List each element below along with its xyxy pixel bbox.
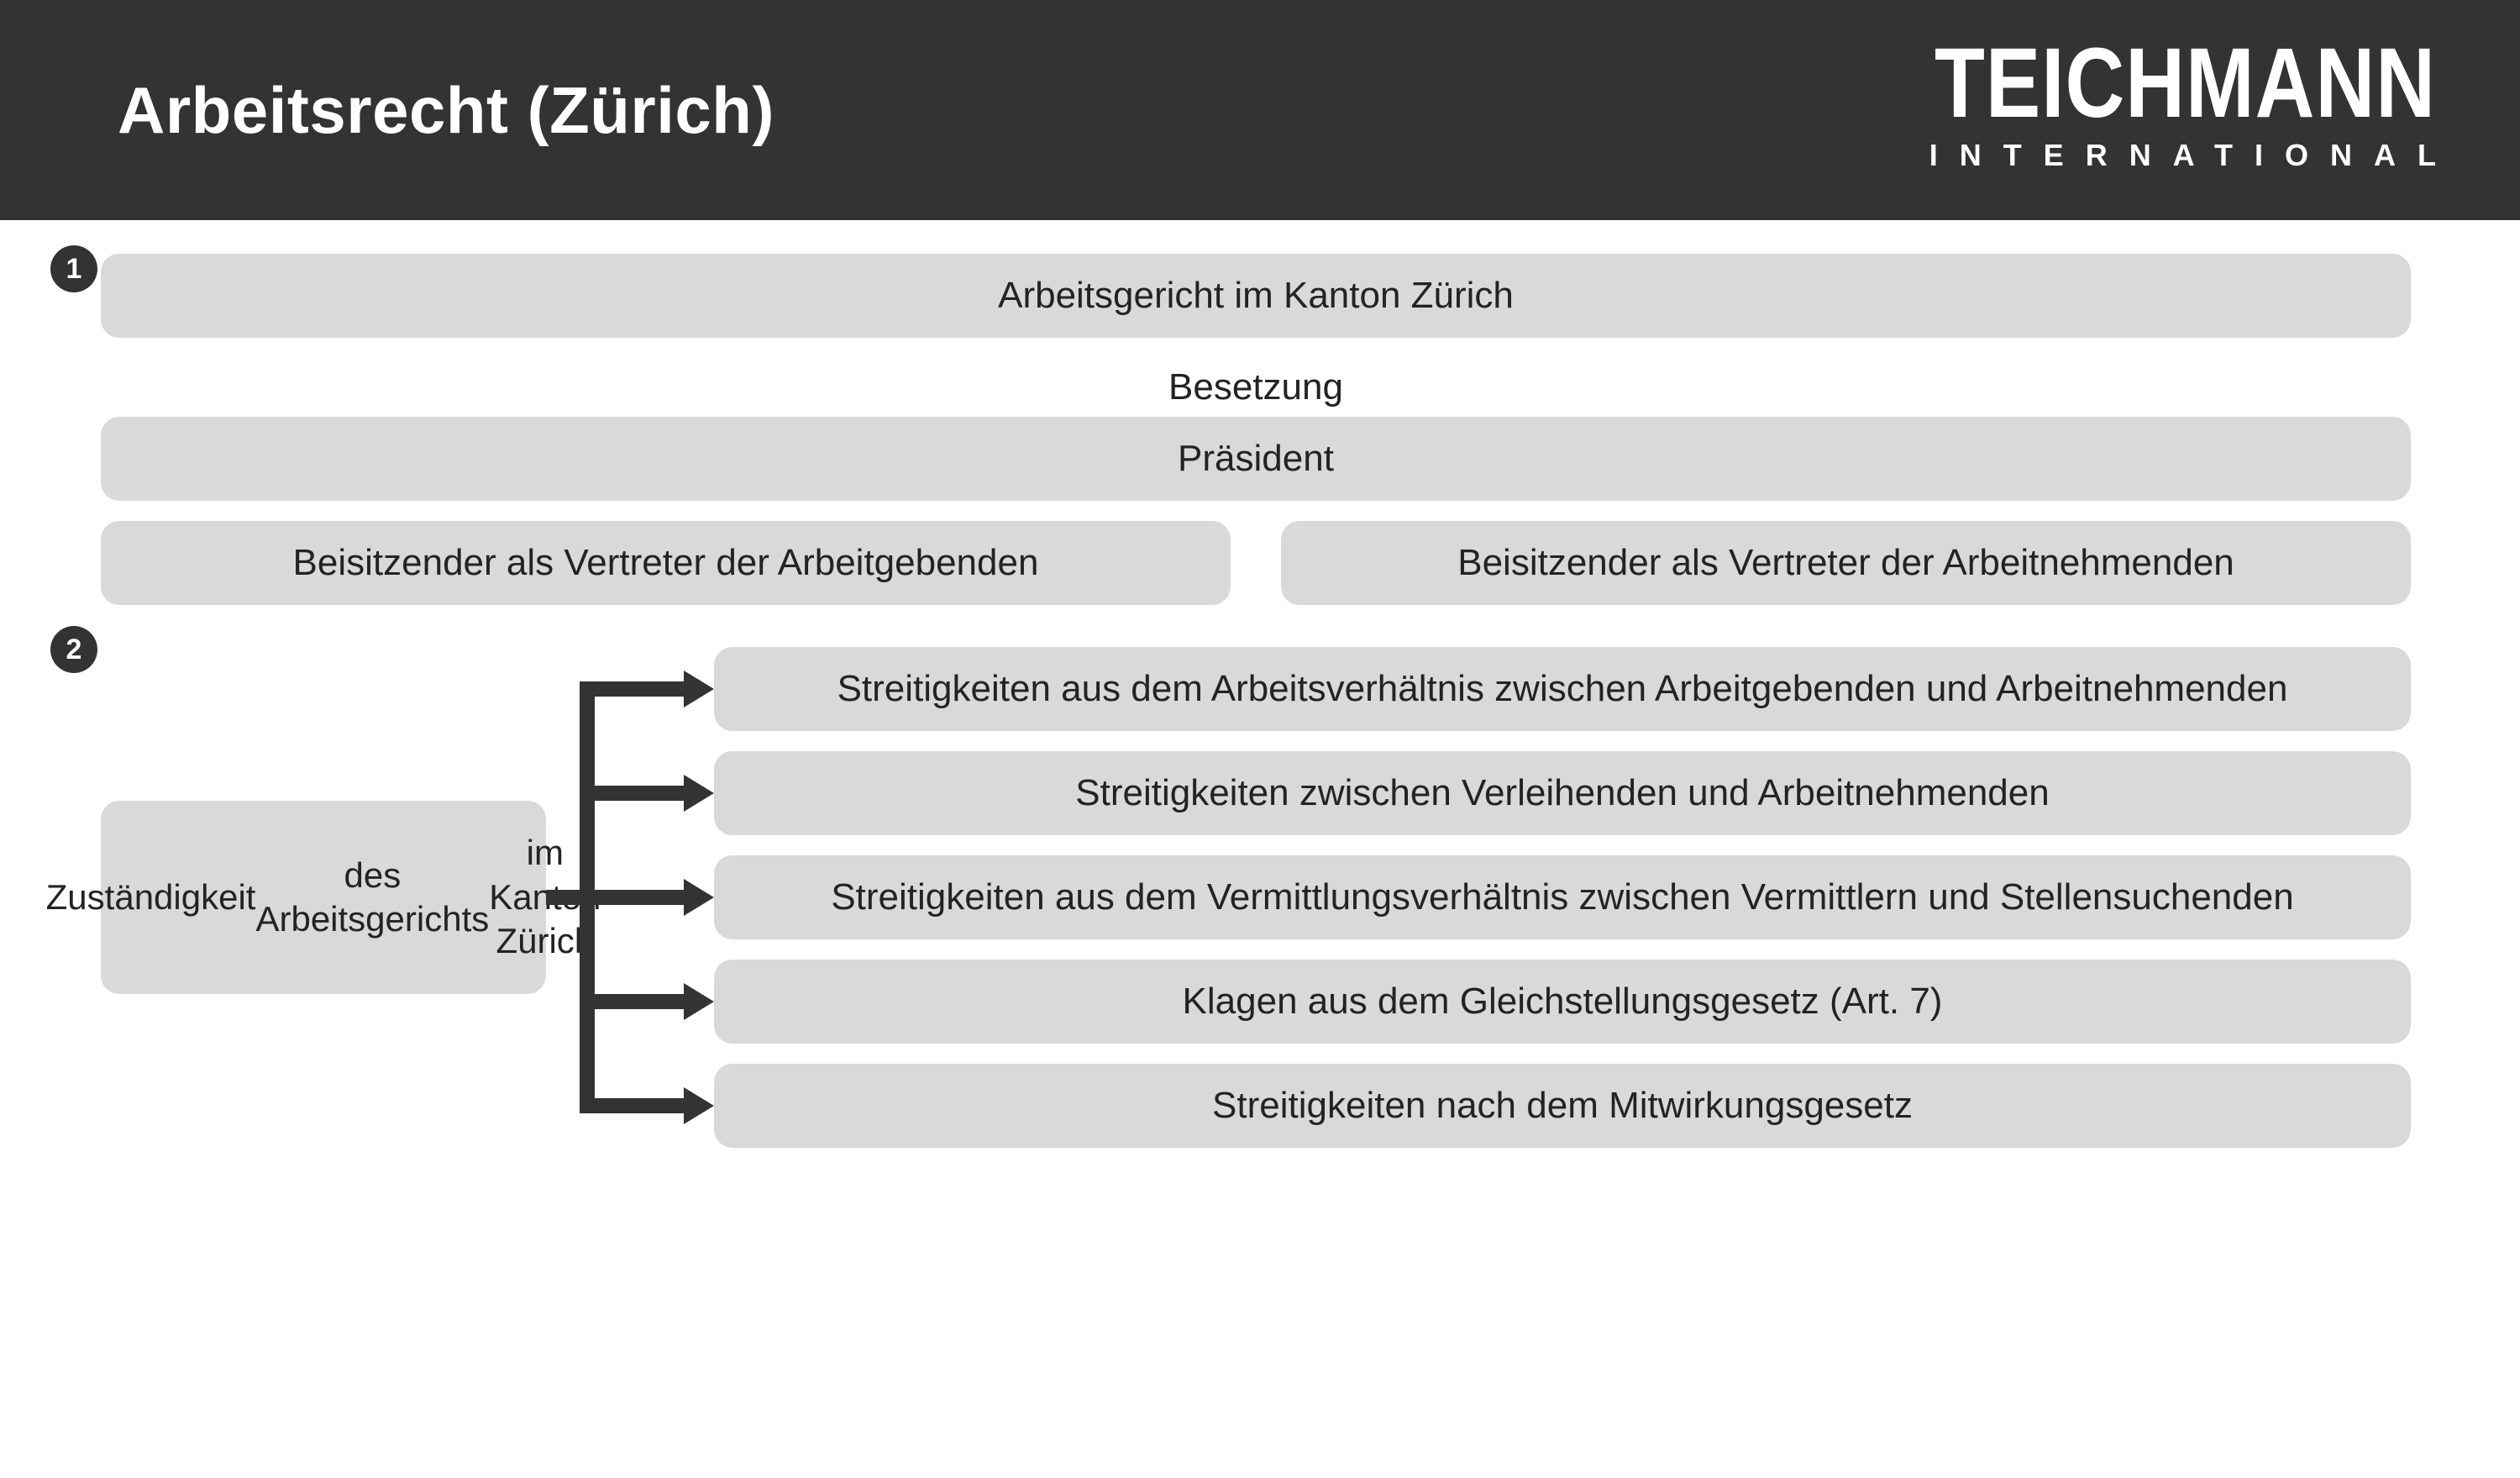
pill-arbeitsgericht: Arbeitsgericht im Kanton Zürich [101,254,2411,338]
section-2-left-col: Zuständigkeitdes Arbeitsgerichtsim Kanto… [101,647,546,1148]
brand-logo-top: TEICHMANN [1929,33,2436,132]
pill-beisitzender-arbeitgebende: Beisitzender als Vertreter der Arbeitgeb… [101,521,1231,605]
page-title: Arbeitsrecht (Zürich) [118,72,774,149]
connector-svg [546,647,714,1148]
section-2-badge: 2 [50,626,97,673]
pill-jurisdiction-item: Streitigkeiten zwischen Verleihenden und… [714,751,2411,835]
section-1: 1 Arbeitsgericht im Kanton Zürich Besetz… [84,254,2436,605]
brand-logo: TEICHMANN INTERNATIONAL [1929,50,2436,171]
pill-praesident: Präsident [101,417,2411,501]
pill-jurisdiction-item: Klagen aus dem Gleichstellungsgesetz (Ar… [714,960,2411,1044]
section-2-right-col: Streitigkeiten aus dem Arbeitsverhältnis… [714,647,2411,1148]
pill-jurisdiction-item: Streitigkeiten nach dem Mitwirkungsgeset… [714,1064,2411,1148]
label-besetzung: Besetzung [101,358,2411,417]
pill-jurisdiction-item: Streitigkeiten aus dem Vermittlungsverhä… [714,855,2411,939]
pill-jurisdiction-item: Streitigkeiten aus dem Arbeitsverhältnis… [714,647,2411,731]
header-bar: Arbeitsrecht (Zürich) TEICHMANN INTERNAT… [0,0,2520,220]
content-area: 1 Arbeitsgericht im Kanton Zürich Besetz… [0,220,2520,1181]
brand-logo-bottom: INTERNATIONAL [1929,140,2458,171]
pill-beisitzender-arbeitnehmende: Beisitzender als Vertreter der Arbeitneh… [1281,521,2411,605]
section-1-badge: 1 [50,245,97,292]
pill-zustaendigkeit: Zuständigkeitdes Arbeitsgerichtsim Kanto… [101,801,546,994]
connector-column [546,647,714,1148]
section-2: 2 Zuständigkeitdes Arbeitsgerichtsim Kan… [101,647,2411,1148]
